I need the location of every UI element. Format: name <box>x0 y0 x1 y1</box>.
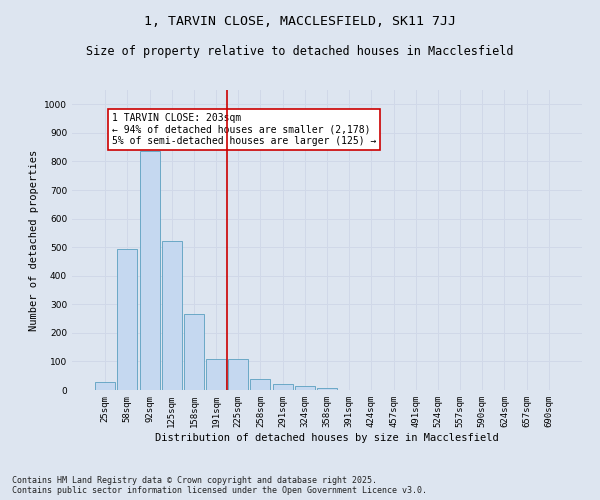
Bar <box>228 358 248 390</box>
Bar <box>272 384 293 390</box>
Bar <box>162 242 182 390</box>
Text: 1, TARVIN CLOSE, MACCLESFIELD, SK11 7JJ: 1, TARVIN CLOSE, MACCLESFIELD, SK11 7JJ <box>144 15 456 28</box>
Bar <box>184 314 204 390</box>
Bar <box>250 379 271 390</box>
Bar <box>206 358 226 390</box>
Text: Size of property relative to detached houses in Macclesfield: Size of property relative to detached ho… <box>86 45 514 58</box>
Y-axis label: Number of detached properties: Number of detached properties <box>29 150 38 330</box>
Bar <box>140 152 160 390</box>
Text: Contains HM Land Registry data © Crown copyright and database right 2025.
Contai: Contains HM Land Registry data © Crown c… <box>12 476 427 495</box>
Bar <box>317 388 337 390</box>
Text: 1 TARVIN CLOSE: 203sqm
← 94% of detached houses are smaller (2,178)
5% of semi-d: 1 TARVIN CLOSE: 203sqm ← 94% of detached… <box>112 113 376 146</box>
Bar <box>118 249 137 390</box>
Bar <box>95 382 115 390</box>
X-axis label: Distribution of detached houses by size in Macclesfield: Distribution of detached houses by size … <box>155 432 499 442</box>
Bar <box>295 386 315 390</box>
